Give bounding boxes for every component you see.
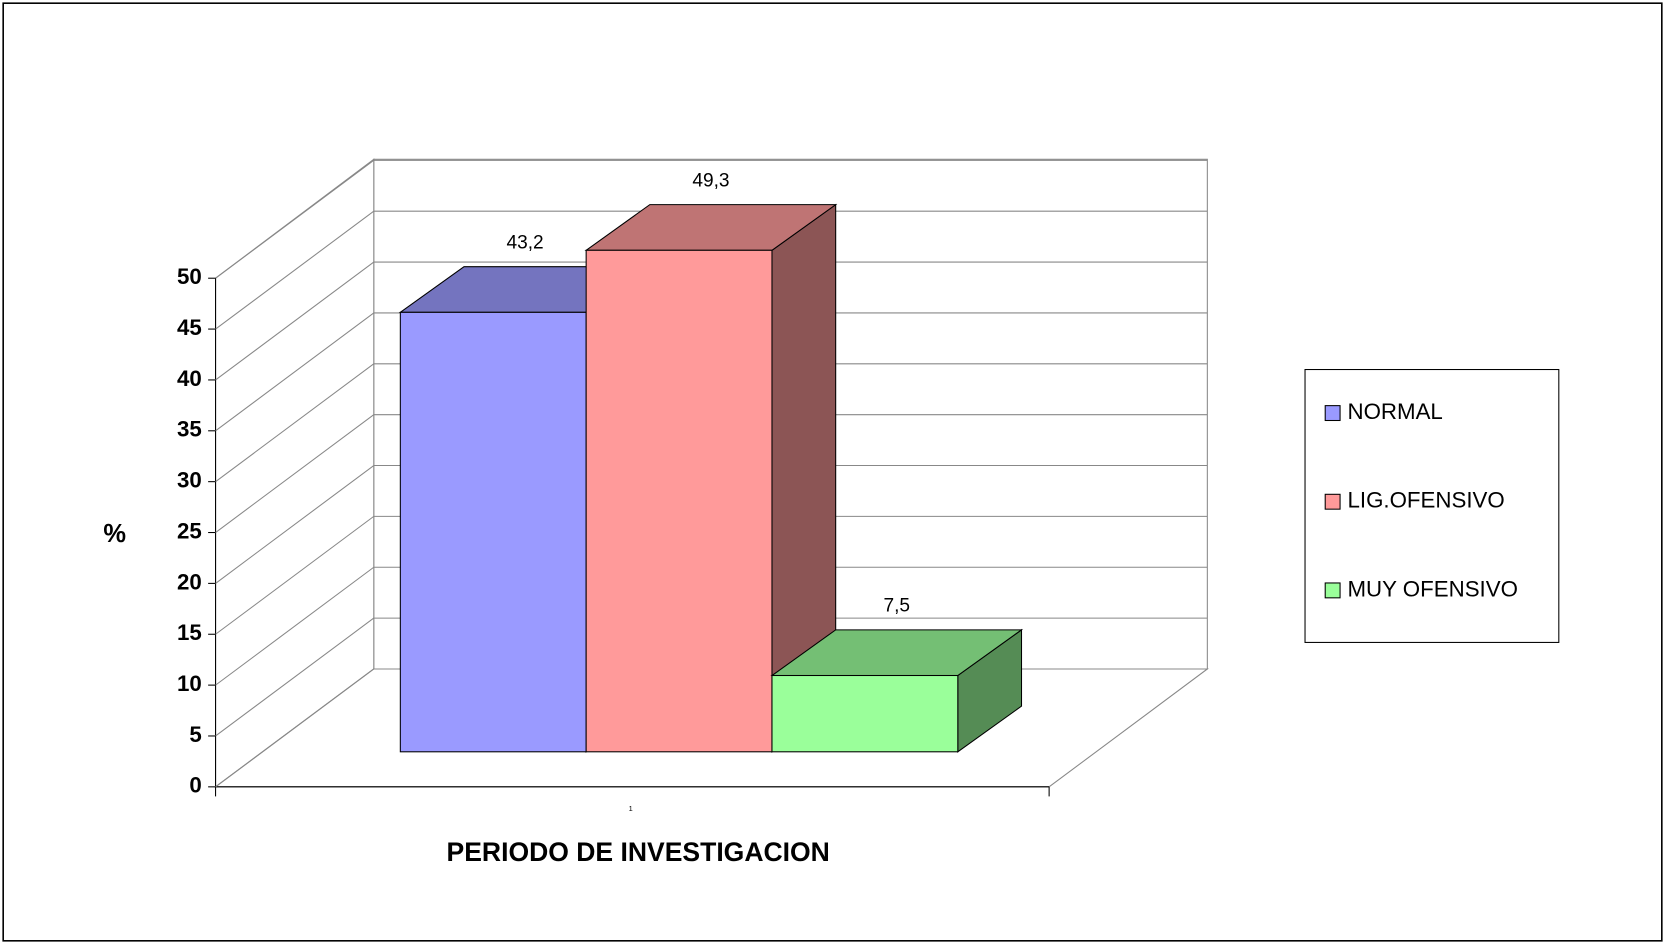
y-tick-label: 0	[189, 773, 201, 798]
x-tick-label: 1	[629, 804, 633, 813]
y-tick-label: 15	[177, 620, 202, 645]
grid-line	[215, 617, 375, 737]
legend-swatch	[1324, 493, 1341, 510]
grid-line	[215, 159, 375, 279]
x-axis-label: PERIODO DE INVESTIGACION	[447, 837, 830, 867]
y-tick-label: 10	[177, 671, 202, 696]
grid-line	[215, 261, 375, 381]
legend	[1304, 368, 1560, 643]
y-tick-label: 35	[177, 417, 202, 442]
bar	[399, 311, 587, 753]
y-tick-label: 5	[189, 722, 201, 747]
legend-swatch	[1324, 582, 1341, 599]
value-label: 43,2	[506, 232, 543, 253]
y-tick-label: 45	[177, 315, 202, 340]
legend-label: MUY OFENSIVO	[1348, 576, 1518, 601]
bar	[771, 674, 959, 753]
grid-line	[215, 210, 375, 330]
grid-line	[215, 312, 375, 432]
legend-label: LIG.OFENSIVO	[1348, 488, 1505, 513]
grid-line	[215, 414, 375, 533]
grid-line	[215, 566, 375, 686]
value-label: 7,5	[883, 596, 910, 617]
y-tick-label: 30	[177, 468, 202, 493]
grid-line	[215, 515, 375, 635]
y-tick-label: 40	[177, 366, 202, 391]
y-axis-label: %	[103, 520, 126, 548]
bar	[585, 249, 773, 753]
y-tick-label: 50	[177, 264, 202, 289]
value-label: 49,3	[692, 170, 729, 191]
legend-label: NORMAL	[1348, 399, 1443, 424]
legend-swatch	[1324, 405, 1341, 422]
grid-line	[215, 363, 375, 483]
y-tick-label: 20	[177, 569, 202, 594]
grid-line	[215, 668, 375, 788]
y-tick-label: 25	[177, 518, 202, 543]
grid-line	[215, 465, 375, 584]
